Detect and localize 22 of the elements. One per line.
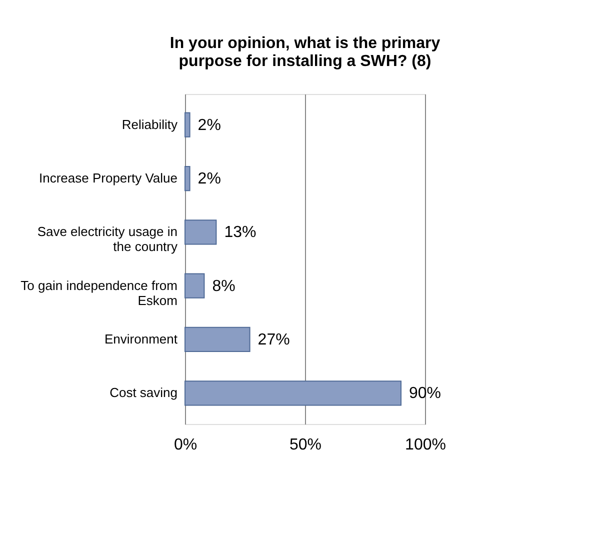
y-tick-label: Save electricity usage in the country xyxy=(37,224,178,254)
data-label: 2% xyxy=(198,170,221,188)
y-tick-label: Increase Property Value xyxy=(39,170,178,186)
data-label: 2% xyxy=(198,116,221,134)
x-tick-label: 100% xyxy=(405,436,446,454)
data-label: 27% xyxy=(258,331,290,348)
bar xyxy=(184,220,217,245)
chart-title: In your opinion, what is the primary purpose for installing a SWH? (8) xyxy=(170,35,440,70)
bar xyxy=(184,273,205,298)
data-label: 13% xyxy=(224,224,256,242)
bar xyxy=(184,166,190,192)
bar xyxy=(184,112,190,138)
y-tick-label: To gain independence from Eskom xyxy=(20,278,178,308)
y-tick-label: Reliability xyxy=(122,116,178,132)
bar xyxy=(184,326,250,352)
y-tick-label: Environment xyxy=(104,331,178,346)
y-tick-label: Cost saving xyxy=(110,385,178,400)
data-label: 90% xyxy=(409,385,442,402)
x-tick-label: 50% xyxy=(289,436,322,454)
bar xyxy=(184,380,402,406)
x-tick-label: 0% xyxy=(174,436,198,454)
data-label: 8% xyxy=(212,278,236,295)
